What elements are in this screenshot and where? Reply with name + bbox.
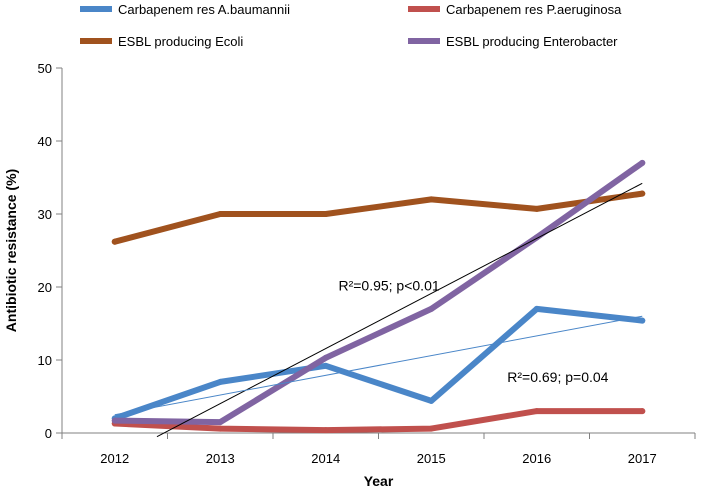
data-point — [322, 211, 329, 217]
x-tick-label: 2015 — [417, 451, 446, 466]
series-line-3 — [111, 159, 646, 426]
data-point — [322, 362, 329, 369]
y-tick-label: 20 — [38, 280, 52, 295]
x-tick-label: 2016 — [522, 451, 551, 466]
annotations: R²=0.95; p<0.01 R²=0.69; p=0.04 — [338, 278, 608, 385]
data-point — [639, 408, 646, 415]
series-line-2 — [111, 190, 646, 245]
series-lines — [111, 159, 646, 434]
legend-label: ESBL producing Enterobacter — [446, 34, 618, 49]
x-tick-label: 2012 — [100, 451, 129, 466]
y-tick-label: 0 — [45, 426, 52, 441]
annotation-label: R²=0.95; p<0.01 — [338, 278, 439, 294]
data-point — [533, 205, 540, 212]
annotation-label: R²=0.69; p=0.04 — [507, 369, 608, 385]
y-ticks: 0 10 20 30 40 50 — [38, 61, 62, 441]
data-point — [217, 378, 224, 385]
trendline-0 — [156, 182, 643, 438]
x-ticks: 2012 2013 2014 2015 2016 2017 — [61, 433, 696, 466]
legend-label: Carbapenem res A.baumannii — [118, 2, 290, 17]
y-tick-label: 50 — [38, 61, 52, 76]
y-tick-label: 10 — [38, 353, 52, 368]
data-point — [428, 397, 435, 404]
data-point — [639, 317, 646, 324]
data-point — [217, 211, 224, 217]
data-point — [111, 238, 118, 245]
data-point — [111, 417, 118, 424]
data-point — [533, 408, 540, 415]
data-point — [639, 159, 646, 166]
y-axis-title: Antibiotic resistance (%) — [3, 169, 19, 332]
data-point — [639, 190, 646, 197]
axes: 0 10 20 30 40 50 2012 2013 2014 2015 2016 2017 — [38, 61, 696, 466]
data-point — [428, 305, 435, 312]
data-point — [217, 419, 224, 426]
x-axis-title: Year — [364, 473, 394, 489]
series-line-0 — [111, 305, 646, 422]
trendlines — [114, 182, 643, 438]
x-tick-label: 2017 — [628, 451, 657, 466]
data-point — [428, 425, 435, 432]
legend-label: ESBL producing Ecoli — [118, 34, 243, 49]
legend-label: Carbapenem res P.aeruginosa — [446, 2, 622, 17]
x-tick-label: 2014 — [311, 451, 340, 466]
y-tick-label: 40 — [38, 134, 52, 149]
x-tick-label: 2013 — [206, 451, 235, 466]
trendline-1 — [114, 315, 643, 416]
y-tick-label: 30 — [38, 207, 52, 222]
data-point — [322, 427, 329, 434]
data-point — [322, 354, 329, 361]
series-line-1 — [111, 408, 646, 434]
data-point — [533, 305, 540, 312]
data-point — [428, 196, 435, 203]
data-point — [217, 425, 224, 432]
legend: Carbapenem res A.baumannii Carbapenem res… — [80, 2, 622, 49]
